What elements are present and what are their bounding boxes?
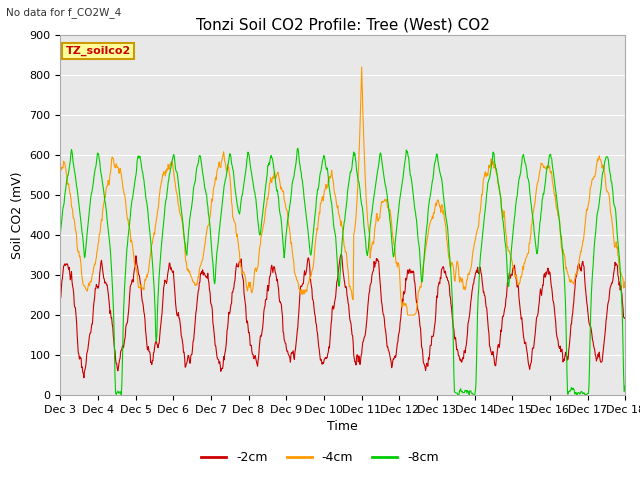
-8cm	[117, 392, 125, 398]
-8cm	[114, 388, 122, 394]
-4cm	[498, 208, 506, 214]
-4cm	[404, 312, 412, 318]
-4cm	[285, 223, 292, 228]
-4cm	[56, 162, 64, 168]
-4cm	[445, 255, 453, 261]
-4cm	[358, 64, 365, 70]
-4cm	[305, 278, 313, 284]
Legend: -2cm, -4cm, -8cm: -2cm, -4cm, -8cm	[196, 446, 444, 469]
-2cm	[621, 316, 629, 322]
-2cm	[285, 353, 293, 359]
-2cm	[306, 263, 314, 268]
-4cm	[114, 164, 122, 170]
-2cm	[80, 375, 88, 381]
-2cm	[445, 284, 453, 289]
-8cm	[508, 239, 516, 244]
-8cm	[445, 251, 453, 257]
-2cm	[337, 252, 345, 257]
-8cm	[621, 383, 629, 388]
Text: No data for f_CO2W_4: No data for f_CO2W_4	[6, 7, 122, 18]
-8cm	[307, 251, 314, 256]
Line: -8cm: -8cm	[60, 148, 625, 395]
Line: -4cm: -4cm	[60, 67, 625, 315]
X-axis label: Time: Time	[327, 420, 358, 433]
-8cm	[285, 207, 293, 213]
-4cm	[621, 285, 629, 290]
-2cm	[508, 272, 516, 278]
-2cm	[56, 294, 64, 300]
Y-axis label: Soil CO2 (mV): Soil CO2 (mV)	[11, 171, 24, 259]
Line: -2cm: -2cm	[60, 254, 625, 378]
-4cm	[508, 259, 516, 264]
-2cm	[115, 364, 122, 370]
Text: TZ_soilco2: TZ_soilco2	[66, 46, 131, 56]
-8cm	[498, 209, 506, 215]
-8cm	[56, 232, 64, 238]
Title: Tonzi Soil CO2 Profile: Tree (West) CO2: Tonzi Soil CO2 Profile: Tree (West) CO2	[196, 17, 490, 33]
-8cm	[294, 145, 301, 151]
-2cm	[498, 321, 506, 326]
